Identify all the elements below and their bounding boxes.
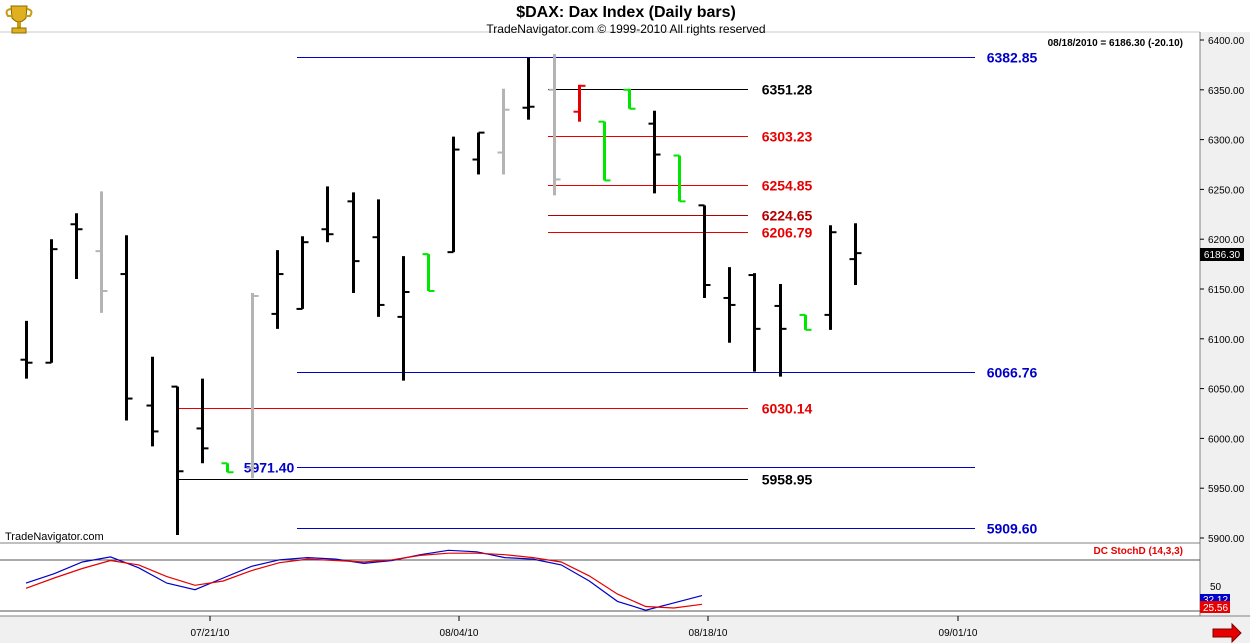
ohlc-bar — [573, 84, 586, 122]
x-tick-label: 09/01/10 — [939, 628, 978, 639]
ohlc-bar — [623, 88, 636, 110]
watermark-text: TradeNavigator.com — [5, 531, 104, 543]
ohlc-bar — [673, 154, 686, 203]
stoch-red-tag-bg — [1200, 601, 1230, 613]
level-label-5958.95: 5958.95 — [762, 472, 813, 488]
level-label-6206.79: 6206.79 — [762, 225, 813, 241]
ohlc-bar — [598, 120, 611, 182]
ohlc-bar — [548, 53, 561, 196]
ohlc-bar — [799, 313, 812, 331]
level-label-5909.60: 5909.60 — [987, 521, 1038, 537]
x-tick-label: 08/04/10 — [440, 628, 479, 639]
y-tick-label: 6350.00 — [1208, 86, 1245, 97]
y-tick-label: 6150.00 — [1208, 285, 1245, 296]
ohlc-bar — [146, 356, 159, 447]
ohlc-bar — [70, 213, 83, 280]
ohlc-bar — [648, 110, 661, 194]
ohlc-bar — [45, 239, 58, 364]
indicator-label: DC StochD (14,3,3) — [1094, 546, 1183, 557]
date-axis-panel — [0, 616, 1250, 643]
ohlc-bar — [372, 199, 385, 317]
ohlc-bar — [522, 57, 535, 120]
y-tick-label: 5900.00 — [1208, 534, 1245, 545]
level-label-6066.76: 6066.76 — [987, 365, 1038, 381]
ohlc-bar — [447, 136, 460, 254]
level-label-6030.14: 6030.14 — [762, 401, 813, 417]
last-price-tag: 6186.30 — [1204, 250, 1241, 261]
ohlc-bar — [221, 462, 234, 474]
level-label-6303.23: 6303.23 — [762, 129, 813, 145]
ohlc-bar — [849, 223, 862, 286]
ohlc-bar — [196, 378, 209, 464]
y-tick-label: 6200.00 — [1208, 235, 1245, 246]
ohlc-bar — [472, 131, 485, 175]
chart-title: $DAX: Dax Index (Daily bars) — [516, 4, 736, 21]
ohlc-bar — [95, 191, 108, 313]
price-axis-ticks: 6400.00 6350.00 6300.00 6250.00 6200.00 6150.… — [1200, 36, 1245, 545]
ohlc-bar — [347, 192, 360, 293]
ohlc-bar — [20, 320, 33, 379]
ohlc-bar — [422, 253, 435, 292]
ohlc-bar — [120, 235, 133, 421]
quote-readout: 08/18/2010 = 6186.30 (-20.10) — [1048, 38, 1183, 49]
ohlc-bar — [748, 273, 761, 372]
ohlc-bar — [698, 204, 711, 298]
copyright-text: TradeNavigator.com © 1999-2010 All right… — [486, 22, 765, 36]
price-bars — [20, 53, 862, 536]
ohlc-bar — [824, 225, 837, 330]
stoch-blue-tag-bg — [1200, 594, 1230, 604]
ohlc-bar — [497, 88, 510, 175]
ohlc-bar — [171, 385, 184, 536]
y-tick-label: 6050.00 — [1208, 385, 1245, 396]
stoch-line-blue — [25, 549, 703, 611]
ohlc-bar — [774, 284, 787, 377]
y-tick-label: 6400.00 — [1208, 36, 1245, 47]
price-axis-panel — [1200, 32, 1250, 543]
y-tick-label: 6300.00 — [1208, 136, 1245, 147]
last-price-tag-bg — [1200, 248, 1244, 261]
y-tick-label: 6250.00 — [1208, 185, 1245, 196]
y-tick-label: 6100.00 — [1208, 335, 1245, 346]
x-tick-label: 08/18/10 — [689, 628, 728, 639]
ohlc-bar — [246, 292, 259, 479]
date-axis-ticks: 07/21/10 08/04/10 08/18/10 09/01/10 — [191, 616, 978, 639]
indicator-axis-50: 50 — [1210, 582, 1222, 593]
level-lines: 6382.85 6351.28 6303.23 6254.85 6224.656206.… — [177, 50, 1038, 537]
stochastic-lines — [25, 549, 703, 611]
ohlc-bar — [296, 236, 309, 310]
stoch-blue-tag: 32.12 — [1203, 595, 1228, 606]
y-tick-label: 5950.00 — [1208, 484, 1245, 495]
level-label-5971.40: 5971.40 — [244, 460, 295, 476]
trophy-logo-icon — [5, 5, 33, 34]
x-tick-label: 07/21/10 — [191, 628, 230, 639]
ohlc-bar — [723, 267, 736, 343]
level-label-6382.85: 6382.85 — [987, 50, 1038, 66]
scroll-right-arrow-icon[interactable] — [1212, 622, 1242, 643]
ohlc-bar — [271, 250, 284, 329]
level-label-6224.65: 6224.65 — [762, 208, 813, 224]
stoch-red-tag: 25.56 — [1203, 603, 1228, 614]
level-label-6254.85: 6254.85 — [762, 178, 813, 194]
y-tick-label: 6000.00 — [1208, 434, 1245, 445]
ohlc-bar — [397, 256, 410, 381]
ohlc-bar — [321, 186, 334, 243]
level-label-6351.28: 6351.28 — [762, 82, 813, 98]
stoch-line-red — [25, 552, 703, 609]
